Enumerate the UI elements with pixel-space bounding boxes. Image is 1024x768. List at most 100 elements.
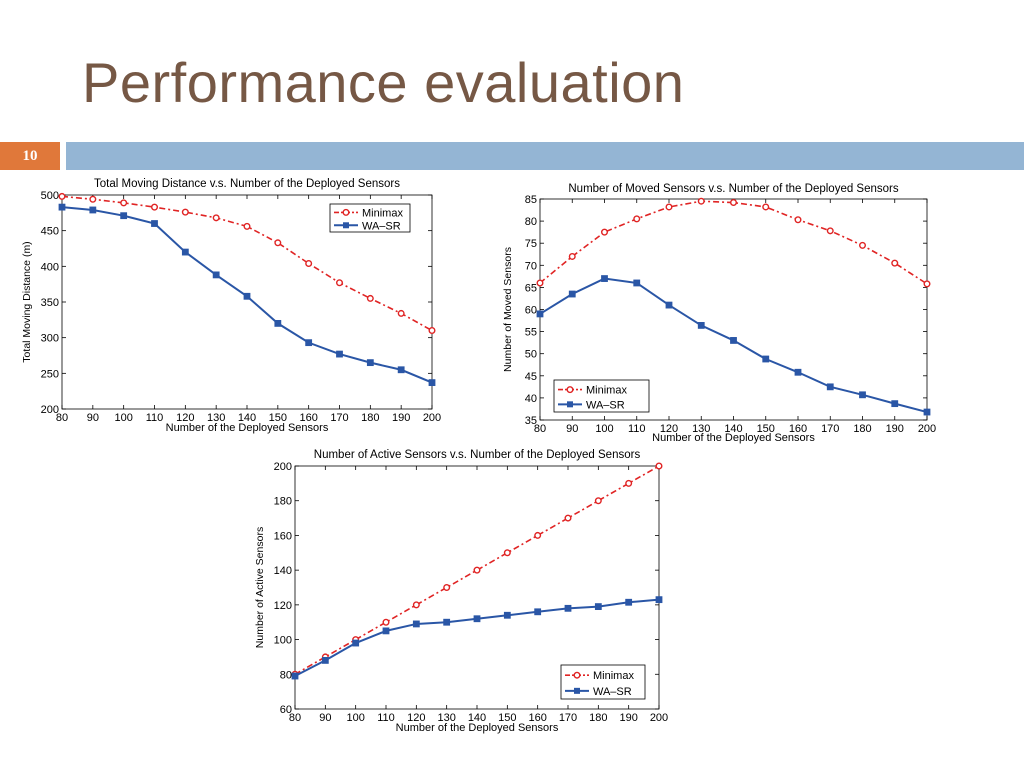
data-point-minimax (274, 239, 282, 247)
x-tick-label: 170 (330, 412, 348, 424)
data-point-minimax (859, 241, 867, 249)
x-tick-label: 90 (319, 712, 331, 724)
x-tick-label: 130 (692, 423, 710, 435)
legend-label-minimax: Minimax (593, 670, 634, 682)
x-tick-label: 100 (114, 412, 132, 424)
y-tick-label: 300 (41, 333, 59, 345)
x-axis-label: Number of the Deployed Sensors (396, 722, 559, 734)
data-point-minimax (503, 549, 511, 557)
y-tick-label: 200 (274, 461, 292, 473)
y-tick-label: 160 (274, 530, 292, 542)
data-point-wasr (633, 279, 641, 287)
data-point-minimax (625, 479, 633, 487)
slide-number-badge: 10 (0, 142, 60, 170)
y-tick-label: 180 (274, 496, 292, 508)
x-tick-label: 190 (619, 712, 637, 724)
data-point-minimax (443, 583, 451, 591)
y-tick-label: 140 (274, 565, 292, 577)
data-point-wasr (794, 368, 802, 376)
data-point-minimax (397, 309, 405, 317)
data-point-minimax (536, 279, 544, 287)
data-point-minimax (473, 566, 481, 574)
legend-label-wasr: WA–SR (593, 686, 632, 698)
data-point-wasr (568, 290, 576, 298)
legend: Minimax WA–SR (553, 379, 650, 413)
x-tick-label: 150 (269, 412, 287, 424)
data-point-minimax (600, 228, 608, 236)
legend-marker-minimax (566, 386, 574, 394)
x-tick-label: 120 (176, 412, 194, 424)
data-point-minimax (655, 462, 663, 470)
x-tick-label: 110 (146, 412, 164, 424)
data-point-wasr (212, 271, 220, 279)
x-tick-label: 140 (238, 412, 256, 424)
x-tick-label: 90 (87, 412, 99, 424)
y-tick-label: 75 (525, 238, 537, 250)
y-axis-label: Number of Moved Sensors (502, 247, 514, 372)
x-tick-label: 130 (207, 412, 225, 424)
legend-label-minimax: Minimax (586, 385, 627, 397)
y-tick-label: 100 (274, 635, 292, 647)
x-tick-label: 100 (346, 712, 364, 724)
data-point-minimax (366, 294, 374, 302)
data-point-minimax (923, 280, 931, 288)
x-tick-label: 120 (660, 423, 678, 435)
y-tick-label: 350 (41, 297, 59, 309)
header-accent-bar (66, 142, 1024, 170)
legend: Minimax WA–SR (560, 664, 646, 700)
data-point-wasr (151, 220, 158, 227)
chart-title: Number of Moved Sensors v.s. Number of t… (568, 183, 898, 195)
data-point-minimax (305, 259, 313, 267)
data-point-wasr (321, 656, 329, 664)
y-tick-label: 120 (274, 600, 292, 612)
data-point-minimax (336, 279, 344, 287)
data-point-minimax (594, 497, 602, 505)
data-point-wasr (305, 339, 313, 347)
x-tick-label: 180 (361, 412, 379, 424)
data-point-wasr (58, 203, 66, 211)
data-point-wasr (120, 212, 128, 220)
data-point-wasr (625, 598, 633, 606)
x-tick-label: 180 (853, 423, 871, 435)
legend-marker-minimax (342, 208, 350, 216)
x-tick-label: 190 (886, 423, 904, 435)
y-tick-label: 450 (41, 226, 59, 238)
data-point-wasr (891, 400, 899, 408)
data-point-wasr (923, 408, 931, 416)
data-point-wasr (366, 359, 374, 367)
data-point-wasr (443, 618, 451, 626)
x-tick-label: 160 (789, 423, 807, 435)
legend-marker-minimax (573, 671, 581, 679)
data-point-wasr (89, 206, 97, 214)
data-point-wasr (601, 275, 608, 282)
y-tick-label: 250 (41, 368, 59, 380)
data-point-wasr (382, 627, 390, 635)
y-tick-label: 200 (41, 404, 59, 416)
data-point-minimax (697, 197, 705, 205)
legend-marker-wasr (343, 222, 349, 229)
y-tick-label: 35 (525, 415, 537, 427)
y-tick-label: 50 (525, 349, 537, 361)
y-tick-label: 65 (525, 282, 537, 294)
data-point-minimax (428, 327, 436, 335)
data-point-minimax (212, 214, 220, 222)
chart-active-sensors: Number of Active Sensors v.s. Number of … (254, 449, 668, 734)
y-tick-label: 40 (525, 393, 537, 405)
data-point-minimax (826, 227, 834, 235)
data-point-wasr (473, 615, 481, 623)
data-point-minimax (534, 531, 542, 539)
data-point-wasr (697, 322, 705, 329)
data-point-wasr (397, 366, 405, 374)
x-tick-label: 150 (498, 712, 516, 724)
data-point-wasr (181, 248, 189, 256)
x-tick-label: 200 (650, 712, 668, 724)
x-tick-label: 120 (407, 712, 425, 724)
legend-label-wasr: WA–SR (362, 220, 401, 232)
data-point-minimax (412, 601, 420, 609)
y-tick-label: 55 (525, 327, 537, 339)
data-point-minimax (633, 215, 641, 223)
x-tick-label: 160 (528, 712, 546, 724)
chart-title: Number of Active Sensors v.s. Number of … (314, 449, 641, 461)
data-point-wasr (594, 603, 602, 610)
data-point-minimax (729, 199, 737, 207)
